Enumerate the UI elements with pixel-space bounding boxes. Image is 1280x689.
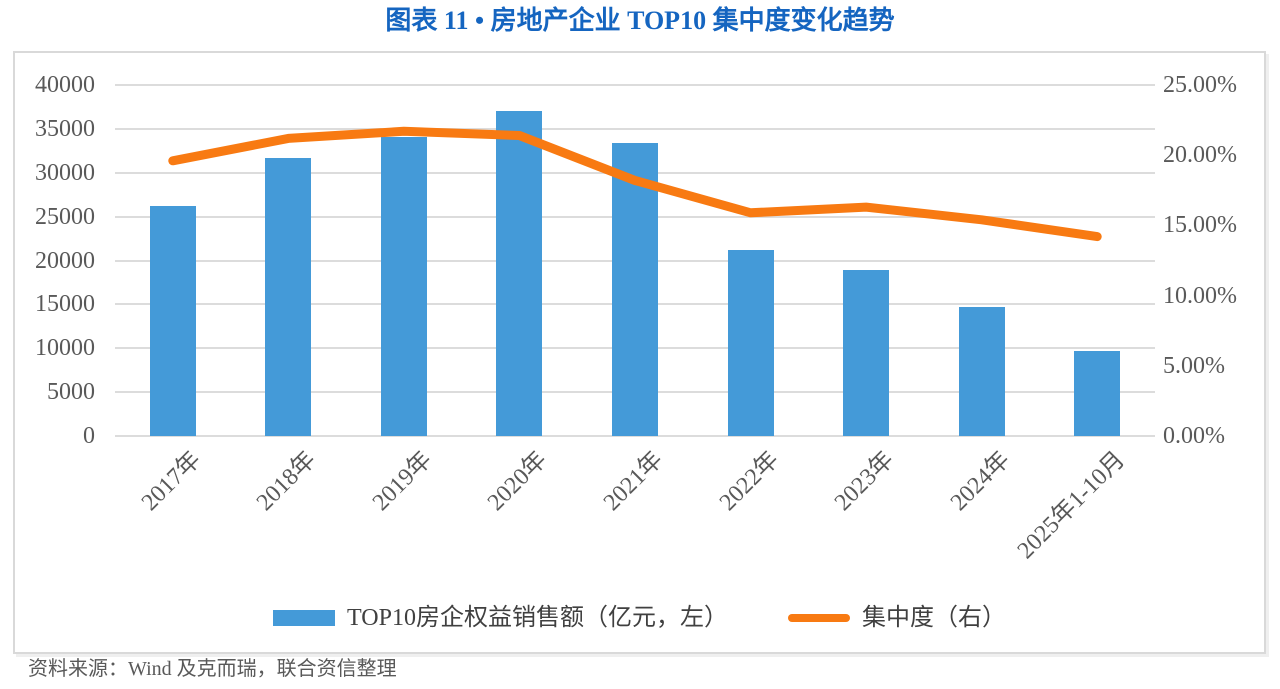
bar-2022年 bbox=[727, 250, 774, 436]
chart-title: 图表 11 • 房地产企业 TOP10 集中度变化趋势 bbox=[385, 6, 895, 35]
legend: TOP10房企权益销售额（亿元，左） 集中度（右） bbox=[15, 603, 1264, 633]
left-axis-tick: 35000 bbox=[35, 115, 95, 142]
bar-2019年 bbox=[380, 137, 427, 436]
right-axis-tick: 25.00% bbox=[1163, 72, 1237, 98]
right-axis-tick: 0.00% bbox=[1163, 423, 1225, 449]
bar-legend-swatch-icon bbox=[273, 610, 336, 626]
right-axis-tick: 10.00% bbox=[1163, 282, 1237, 309]
bar-2021年 bbox=[612, 143, 658, 436]
left-axis-tick: 10000 bbox=[35, 335, 95, 362]
line-legend-swatch-icon bbox=[787, 614, 850, 622]
left-axis-tick: 5000 bbox=[47, 379, 95, 406]
chart-frame: 40000 35000 30000 25000 20000 15000 10000 5000 0… bbox=[13, 51, 1266, 654]
bar-2018年 bbox=[265, 158, 312, 436]
bar-2020年 bbox=[496, 111, 543, 436]
left-axis-tick: 25000 bbox=[35, 203, 95, 230]
bar-2024年 bbox=[958, 307, 1005, 436]
grid-line bbox=[115, 84, 1155, 86]
left-axis-tick: 40000 bbox=[35, 72, 95, 98]
plot-area bbox=[115, 84, 1155, 437]
right-axis-tick: 5.00% bbox=[1163, 352, 1225, 379]
bar-2023年 bbox=[843, 270, 890, 436]
left-axis-tick: 30000 bbox=[35, 159, 95, 186]
right-axis-tick: 20.00% bbox=[1163, 142, 1237, 169]
right-axis-tick: 15.00% bbox=[1163, 212, 1237, 239]
left-axis-tick: 15000 bbox=[35, 291, 95, 318]
left-axis-tick: 20000 bbox=[35, 247, 95, 274]
grid-line bbox=[115, 128, 1155, 130]
bar-2017年 bbox=[149, 206, 196, 436]
left-axis-tick: 0 bbox=[83, 423, 95, 449]
legend-label-sales: TOP10房企权益销售额（亿元，左） bbox=[347, 605, 728, 631]
grid-line bbox=[115, 435, 1155, 437]
source-note: 资料来源：Wind 及克而瑞，联合资信整理 bbox=[28, 658, 397, 680]
legend-item-sales-bars: TOP10房企权益销售额（亿元，左） bbox=[273, 603, 728, 633]
line-series-layer bbox=[168, 126, 1102, 242]
legend-label-concentration: 集中度（右） bbox=[861, 605, 1006, 631]
bar-2025年1-10月 bbox=[1074, 351, 1121, 436]
concentration-line bbox=[168, 126, 1102, 242]
legend-item-concentration-line: 集中度（右） bbox=[787, 603, 1006, 633]
